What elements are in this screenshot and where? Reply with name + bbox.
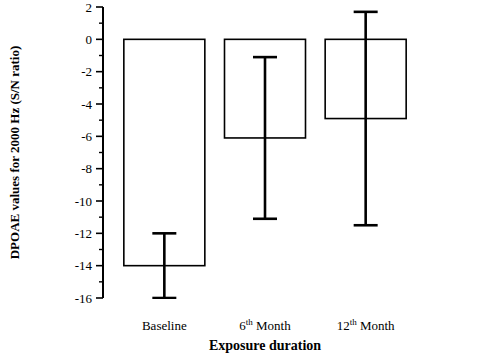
error-stem (163, 233, 166, 298)
error-bar (152, 233, 176, 298)
y-tick-label: -10 (75, 194, 92, 209)
label-part: Month (357, 318, 395, 333)
label-part: Month (253, 318, 291, 333)
x-tick-label: 12th Month (337, 317, 395, 333)
bar (124, 39, 205, 265)
y-tick-label: 0 (86, 32, 93, 47)
error-bar (354, 12, 378, 225)
chart: -16 -14 -12 -10 -8 -6 -4 -2 0 2 Baseline 6th Month 1… (0, 0, 477, 356)
y-tick-label: -6 (81, 129, 92, 144)
error-bar (253, 57, 277, 219)
x-tick-label: Baseline (142, 318, 187, 333)
error-stem (364, 12, 367, 225)
y-axis-title: DPOAE values for 2000 Hz (S/N ratio) (7, 46, 22, 260)
error-cap (253, 217, 277, 220)
y-minor-tick (99, 281, 103, 282)
y-tick-label: -16 (75, 291, 93, 306)
y-minor-tick (99, 249, 103, 250)
error-cap (354, 224, 378, 227)
y-tick (96, 265, 103, 267)
y-minor-tick (99, 152, 103, 153)
y-minor-tick (99, 87, 103, 88)
y-tick-label: 2 (86, 0, 93, 15)
y-minor-tick (99, 119, 103, 120)
error-cap (152, 297, 176, 299)
y-tick (96, 168, 103, 170)
error-cap (253, 56, 277, 59)
label-part: 12 (337, 318, 350, 333)
y-tick (96, 71, 103, 73)
x-tick-label: 6th Month (239, 317, 291, 333)
y-tick-label: -12 (75, 226, 92, 241)
error-cap (152, 232, 176, 235)
y-tick (96, 233, 103, 235)
y-tick (96, 136, 103, 138)
y-tick (96, 39, 103, 41)
y-minor-tick (99, 184, 103, 185)
y-tick (96, 200, 103, 202)
error-cap (354, 11, 378, 14)
y-tick (96, 103, 103, 105)
error-stem (264, 57, 267, 219)
x-axis-title: Exposure duration (209, 338, 321, 353)
y-minor-tick (99, 55, 103, 56)
y-tick (96, 6, 103, 8)
y-tick-label: -8 (81, 161, 92, 176)
plot-area (124, 12, 406, 298)
y-tick-label: -2 (81, 64, 92, 79)
y-minor-tick (99, 22, 103, 23)
y-minor-tick (99, 216, 103, 217)
y-tick-label: -14 (75, 258, 93, 273)
y-tick-label: -4 (81, 97, 92, 112)
y-tick (96, 297, 103, 299)
